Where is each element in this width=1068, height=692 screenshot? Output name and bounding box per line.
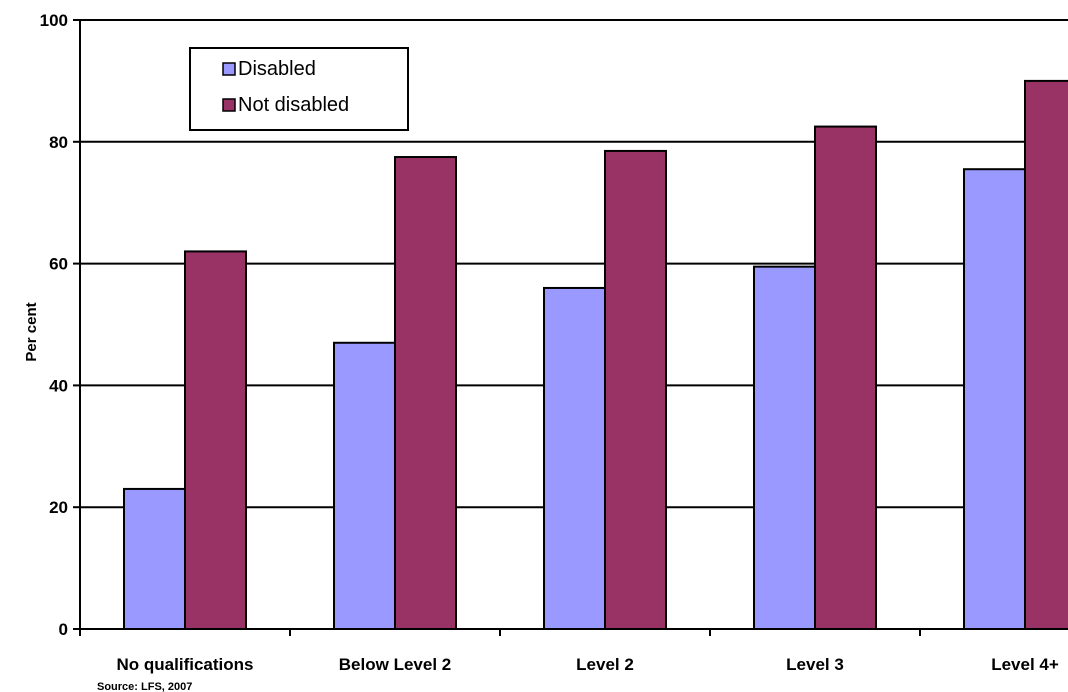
bar-not-disabled [184,250,247,630]
legend-swatch [222,98,236,112]
y-tick-label: 0 [59,620,68,639]
y-axis-title: Per cent [23,302,40,361]
bar-disabled [963,168,1026,631]
x-category-label: Level 4+ [991,655,1059,674]
x-category-labels: No qualifications Below Level 2 Level 2 Lev… [117,655,1059,674]
legend-label: Disabled [238,58,316,80]
y-tick-label: 80 [49,133,68,152]
y-tick-label: 100 [40,11,68,30]
source-note: Source: LFS, 2007 [97,681,192,692]
legend-box [189,47,409,131]
bar-disabled [333,341,396,630]
y-tick-label: 60 [49,255,68,274]
legend-swatch [222,62,236,76]
bar-disabled [543,286,606,630]
y-tick-label: 40 [49,376,68,395]
y-tick-labels: 0 20 40 60 80 100 [40,11,68,639]
bar-not-disabled [604,149,667,630]
x-category-label: Level 3 [786,655,844,674]
legend-label: Not disabled [238,94,349,116]
y-tick-label: 20 [49,498,68,517]
legend: Disabled Not disabled [189,47,409,131]
x-category-label: No qualifications [117,655,254,674]
bar-not-disabled [1024,79,1068,630]
bar-disabled [753,265,816,630]
axes [73,19,1068,636]
bars [123,79,1068,631]
bar-not-disabled [814,125,877,630]
bar-not-disabled [394,156,457,630]
x-category-label: Level 2 [576,655,634,674]
bar-disabled [123,487,186,630]
x-category-label: Below Level 2 [339,655,451,674]
